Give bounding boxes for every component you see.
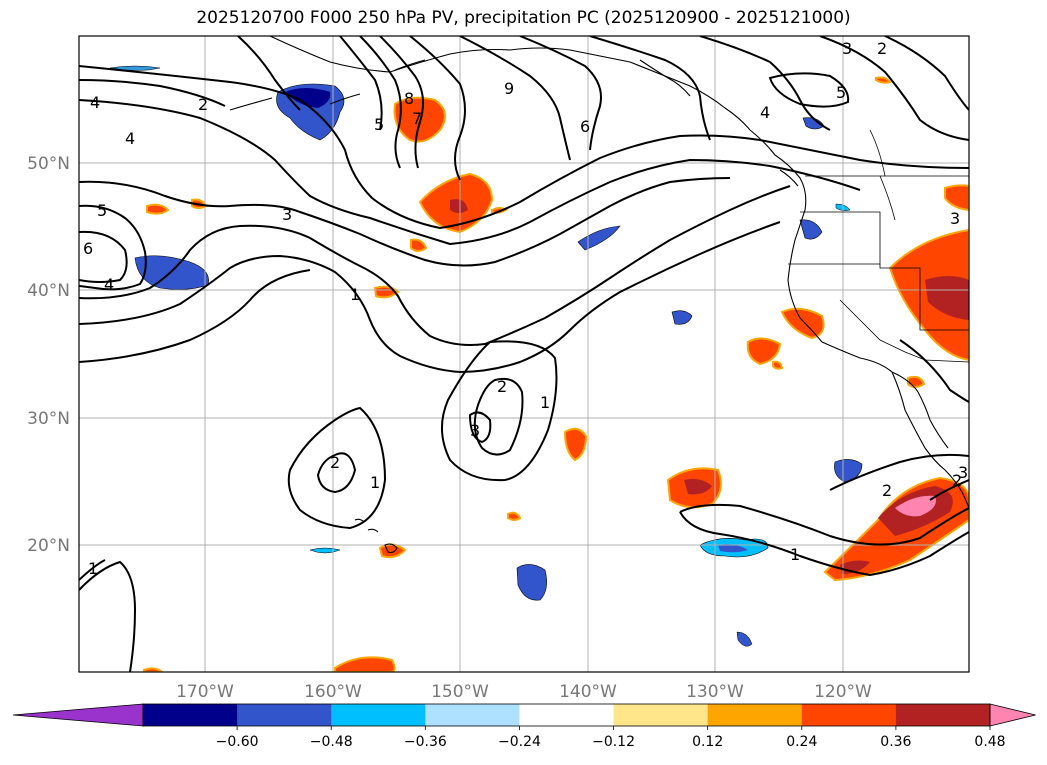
contour-label: 8 [404,89,414,108]
contour-label: 1 [88,559,98,578]
contour-label: 5 [97,201,107,220]
contour-label: 3 [470,421,480,440]
contour-label: 1 [790,545,800,564]
contour-label: 3 [282,205,292,224]
contour-label: 3 [950,209,960,228]
colorbar-tick-label: −0.36 [404,734,447,750]
contour-label: 2 [882,481,892,500]
colorbar-segment [613,704,709,726]
precip-blob [450,199,468,213]
lon-label: 160°W [304,682,362,702]
precip-blob [736,631,753,647]
pv-contours [79,36,969,672]
colorbar-tick-label: 0.48 [974,734,1005,750]
precip-blob [772,360,784,370]
contour-label: 1 [540,393,550,412]
precip-blob [143,667,164,672]
precipitation-field [109,65,969,672]
contour-label: 5 [374,115,384,134]
map-plot-area: 2 4 4 5 6 4 3 5 8 7 9 6 4 3 2 5 3 1 2 3 … [79,36,969,672]
lon-label: 120°W [814,682,872,702]
precip-blob [925,276,969,320]
lat-label: 50°N [27,154,70,174]
precip-blob [309,547,341,554]
contour-label: 3 [842,39,852,58]
map-title: 2025120700 F000 250 hPa PV, precipitatio… [196,8,851,28]
contour-label: 9 [504,79,514,98]
lon-label: 170°W [176,682,234,702]
precip-blob [671,310,693,325]
longitude-labels: 170°W 160°W 150°W 140°W 130°W 120°W [176,682,872,702]
precip-blob [684,478,712,495]
contour-label: 5 [836,83,846,102]
colorbar-extend-high [989,703,1036,727]
precip-blob [516,564,547,601]
precip-blob [799,219,823,240]
coastlines [229,36,969,554]
colorbar-tick-label: −0.24 [498,734,541,750]
graticule [79,36,969,672]
contour-label: 1 [350,285,360,304]
colorbar-tick-label: −0.12 [592,734,635,750]
lon-label: 150°W [431,682,489,702]
contour-label: 4 [104,275,114,294]
precip-blob [378,543,407,559]
contour-label: 2 [198,95,208,114]
contour-label: 7 [412,109,422,128]
colorbar-frame [142,703,991,727]
precip-blob [577,225,621,251]
colorbar-segment [331,704,426,726]
map-frame [78,35,970,673]
precip-blob [895,495,936,517]
precip-blob [334,656,396,672]
lat-label: 40°N [27,281,70,301]
lon-label: 130°W [686,682,744,702]
colorbar-segment [237,704,332,726]
precip-blob [834,459,863,483]
precip-blob [718,544,748,553]
contour-label: 4 [760,103,770,122]
contour-label: 1 [370,473,380,492]
colorbar-tick-label: −0.48 [310,734,353,750]
contour-label: 4 [90,93,100,112]
contour-label: 2 [952,471,962,490]
colorbar-segment [425,704,520,726]
colorbar-segment [895,704,991,726]
contour-label: 2 [497,377,507,396]
colorbar-tick-label: 0.24 [786,734,817,750]
precip-blob [410,238,428,252]
colorbar-tick-label: 0.36 [880,734,911,750]
precip-blob [875,76,892,84]
precip-blob [780,307,825,340]
precip-blob [944,184,969,212]
contour-label: 2 [877,39,887,58]
lon-label: 140°W [559,682,617,702]
contour-label: 6 [580,117,590,136]
precip-blob [907,375,926,388]
lat-label: 30°N [27,409,70,429]
contour-label: 4 [125,129,135,148]
colorbar-segment [801,704,897,726]
contour-labels: 2 4 4 5 6 4 3 5 8 7 9 6 4 3 2 5 3 1 2 3 … [83,39,968,578]
precip-blob [285,88,331,108]
precip-blob [563,427,588,462]
colorbar-segment [519,704,615,726]
colorbar-tick-label: 0.12 [692,734,723,750]
colorbar-extend-low [12,703,144,727]
contour-label: 2 [330,453,340,472]
colorbar-segment [143,704,238,726]
lat-label: 20°N [27,536,70,556]
precip-blob [507,511,522,521]
precip-blob [146,203,170,215]
colorbar-segment [707,704,803,726]
contour-label: 3 [958,463,968,482]
contour-label: 6 [83,239,93,258]
colorbar: −0.60 −0.48 −0.36 −0.24 −0.12 0.12 0.24 0.36 0.4… [12,703,1036,750]
latitude-labels: 50°N 40°N 30°N 20°N [27,154,70,556]
precip-blob [746,337,782,366]
colorbar-tick-label: −0.60 [216,734,259,750]
